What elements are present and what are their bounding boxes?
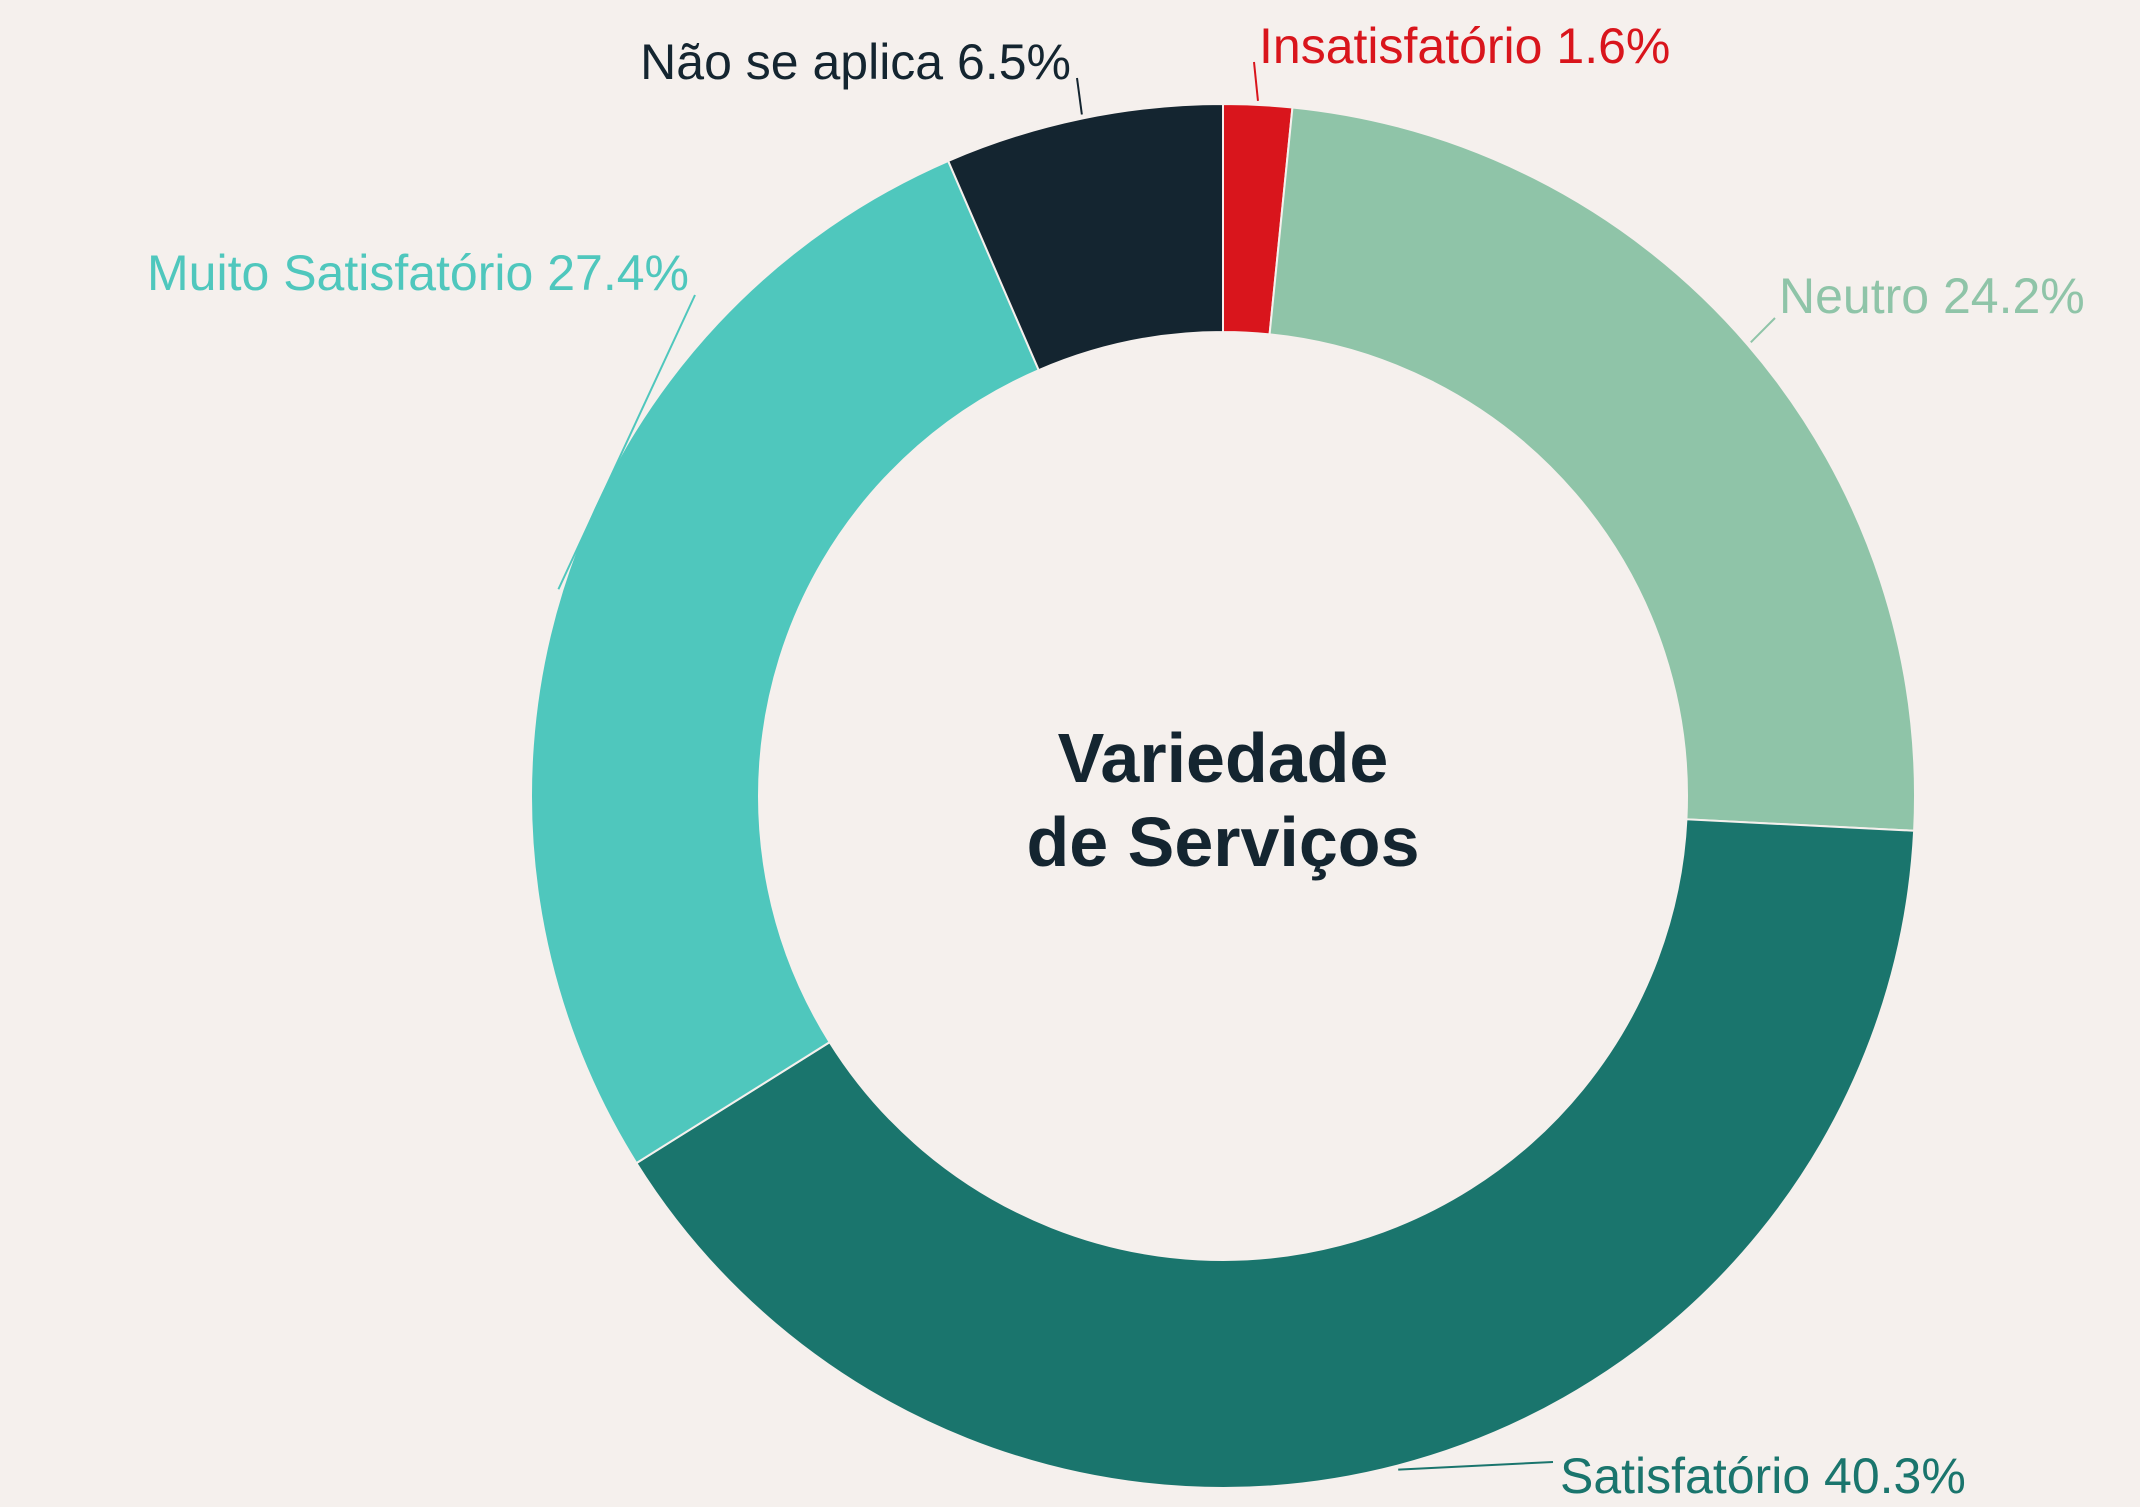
- slice-label: Muito Satisfatório 27.4%: [147, 245, 689, 301]
- slice-label-name: Muito Satisfatório: [147, 245, 533, 301]
- slice-label-value: 40.3%: [1824, 1448, 1966, 1504]
- leader-line: [1398, 1461, 1554, 1471]
- leader-line: [1750, 317, 1776, 344]
- slice-label-value: 24.2%: [1943, 268, 2085, 324]
- slice-label: Satisfatório 40.3%: [1560, 1448, 1966, 1504]
- leader-line: [1076, 77, 1083, 115]
- slice-label: Não se aplica 6.5%: [640, 34, 1071, 90]
- slice-label-name: Insatisfatório: [1259, 18, 1542, 74]
- donut-slice: [530, 159, 1041, 1165]
- center-title: Variedade de Serviços: [1026, 719, 1420, 881]
- slice-label-name: Satisfatório: [1560, 1448, 1810, 1504]
- slice-label-value: 1.6%: [1556, 18, 1670, 74]
- slice-label-value: 6.5%: [957, 34, 1071, 90]
- donut-slice: [635, 818, 1916, 1490]
- slice-label: Neutro 24.2%: [1779, 268, 2085, 324]
- donut-slice: [946, 102, 1224, 372]
- slice-label-name: Neutro: [1779, 268, 1929, 324]
- slice-label-name: Não se aplica: [640, 34, 943, 90]
- leader-line: [1253, 61, 1259, 101]
- donut-slice: [1268, 106, 1916, 832]
- slice-label-value: 27.4%: [547, 245, 689, 301]
- slice-label: Insatisfatório 1.6%: [1259, 18, 1670, 74]
- leader-line: [557, 294, 696, 590]
